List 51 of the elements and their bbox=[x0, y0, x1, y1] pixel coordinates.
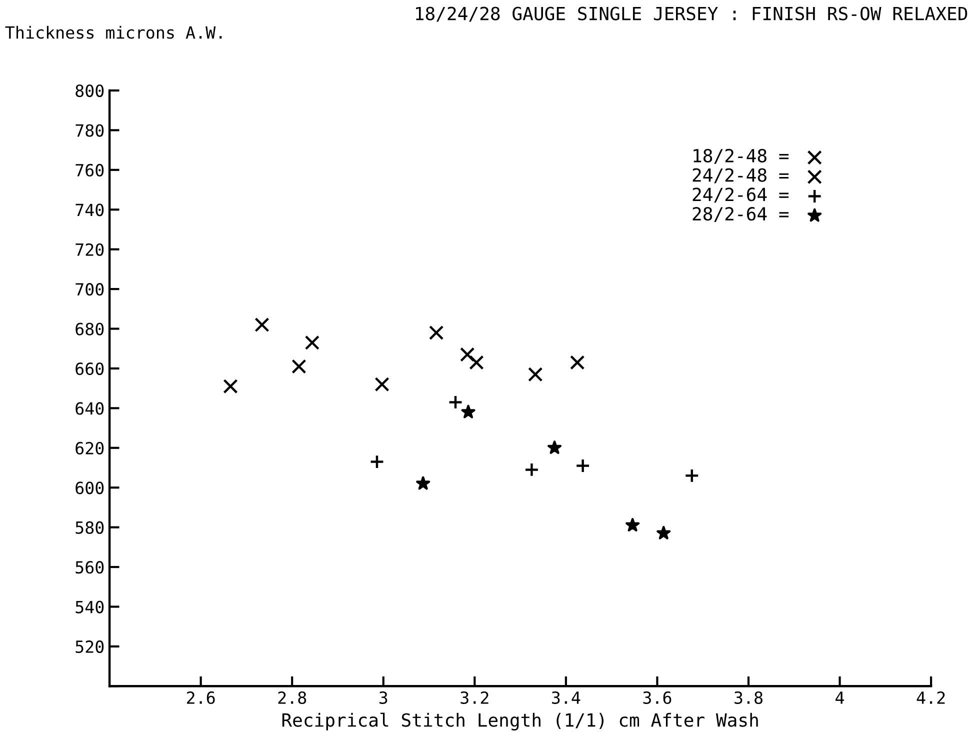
y-tick-label: 600 bbox=[76, 482, 104, 494]
x-tick-label: 3.2 bbox=[460, 691, 488, 704]
y-tick-label: 720 bbox=[76, 243, 104, 256]
y-tick-label: 700 bbox=[76, 283, 104, 296]
x-tick-label: 2.8 bbox=[278, 691, 306, 704]
point bbox=[576, 458, 590, 474]
point bbox=[684, 468, 700, 483]
chart-title: 18/24/28 GAUGE SINGLE JERSEY : FINISH RS-OW RELAXED bbox=[416, 6, 968, 22]
legend-label: 18/2-48 = bbox=[694, 148, 789, 164]
point bbox=[656, 526, 671, 540]
point bbox=[524, 462, 540, 478]
point bbox=[570, 355, 585, 370]
point bbox=[292, 359, 306, 374]
x-tick-label: 4 bbox=[836, 692, 844, 704]
y-tick-label: 660 bbox=[76, 362, 104, 376]
y-tick-label: 580 bbox=[76, 521, 104, 534]
point bbox=[528, 367, 543, 382]
y-tick-label: 800 bbox=[76, 84, 104, 98]
point bbox=[469, 355, 484, 370]
point bbox=[428, 325, 444, 340]
point bbox=[304, 335, 320, 350]
point bbox=[370, 454, 384, 470]
legend-label: 24/2-48 = bbox=[692, 168, 789, 184]
point bbox=[461, 404, 476, 418]
y-tick-label: 520 bbox=[76, 640, 104, 654]
x-axis-title: Reciprical Stitch Length (1/1) cm After Wash bbox=[282, 712, 758, 730]
y-tick-label: 680 bbox=[76, 322, 104, 336]
x-tick-label: 3.4 bbox=[552, 691, 580, 704]
point bbox=[223, 379, 238, 394]
point bbox=[460, 347, 475, 362]
y-tick-label: 780 bbox=[76, 124, 104, 137]
y-tick-label: 740 bbox=[76, 204, 104, 216]
y-tick-label: 560 bbox=[76, 561, 104, 574]
x-tick-label: 3 bbox=[379, 691, 388, 704]
x-tick-label: 4.2 bbox=[916, 691, 945, 704]
y-tick-label: 760 bbox=[76, 164, 104, 177]
x-tick-label: 2.6 bbox=[187, 691, 215, 704]
x-tick-label: 3.6 bbox=[643, 691, 672, 704]
point bbox=[374, 377, 390, 392]
legend-label: 24/2-64 = bbox=[692, 188, 789, 203]
x-tick-label: 3.8 bbox=[734, 691, 762, 704]
y-tick-label: 640 bbox=[76, 402, 104, 415]
point bbox=[416, 476, 430, 490]
point bbox=[254, 317, 270, 332]
y-axis-title: Thickness microns A.W. bbox=[5, 26, 222, 39]
point bbox=[626, 518, 640, 532]
y-tick-label: 620 bbox=[76, 442, 104, 454]
point bbox=[548, 440, 562, 454]
legend-label: 28/2-64 = bbox=[692, 206, 789, 222]
y-tick-label: 540 bbox=[76, 600, 104, 614]
point bbox=[448, 394, 463, 410]
